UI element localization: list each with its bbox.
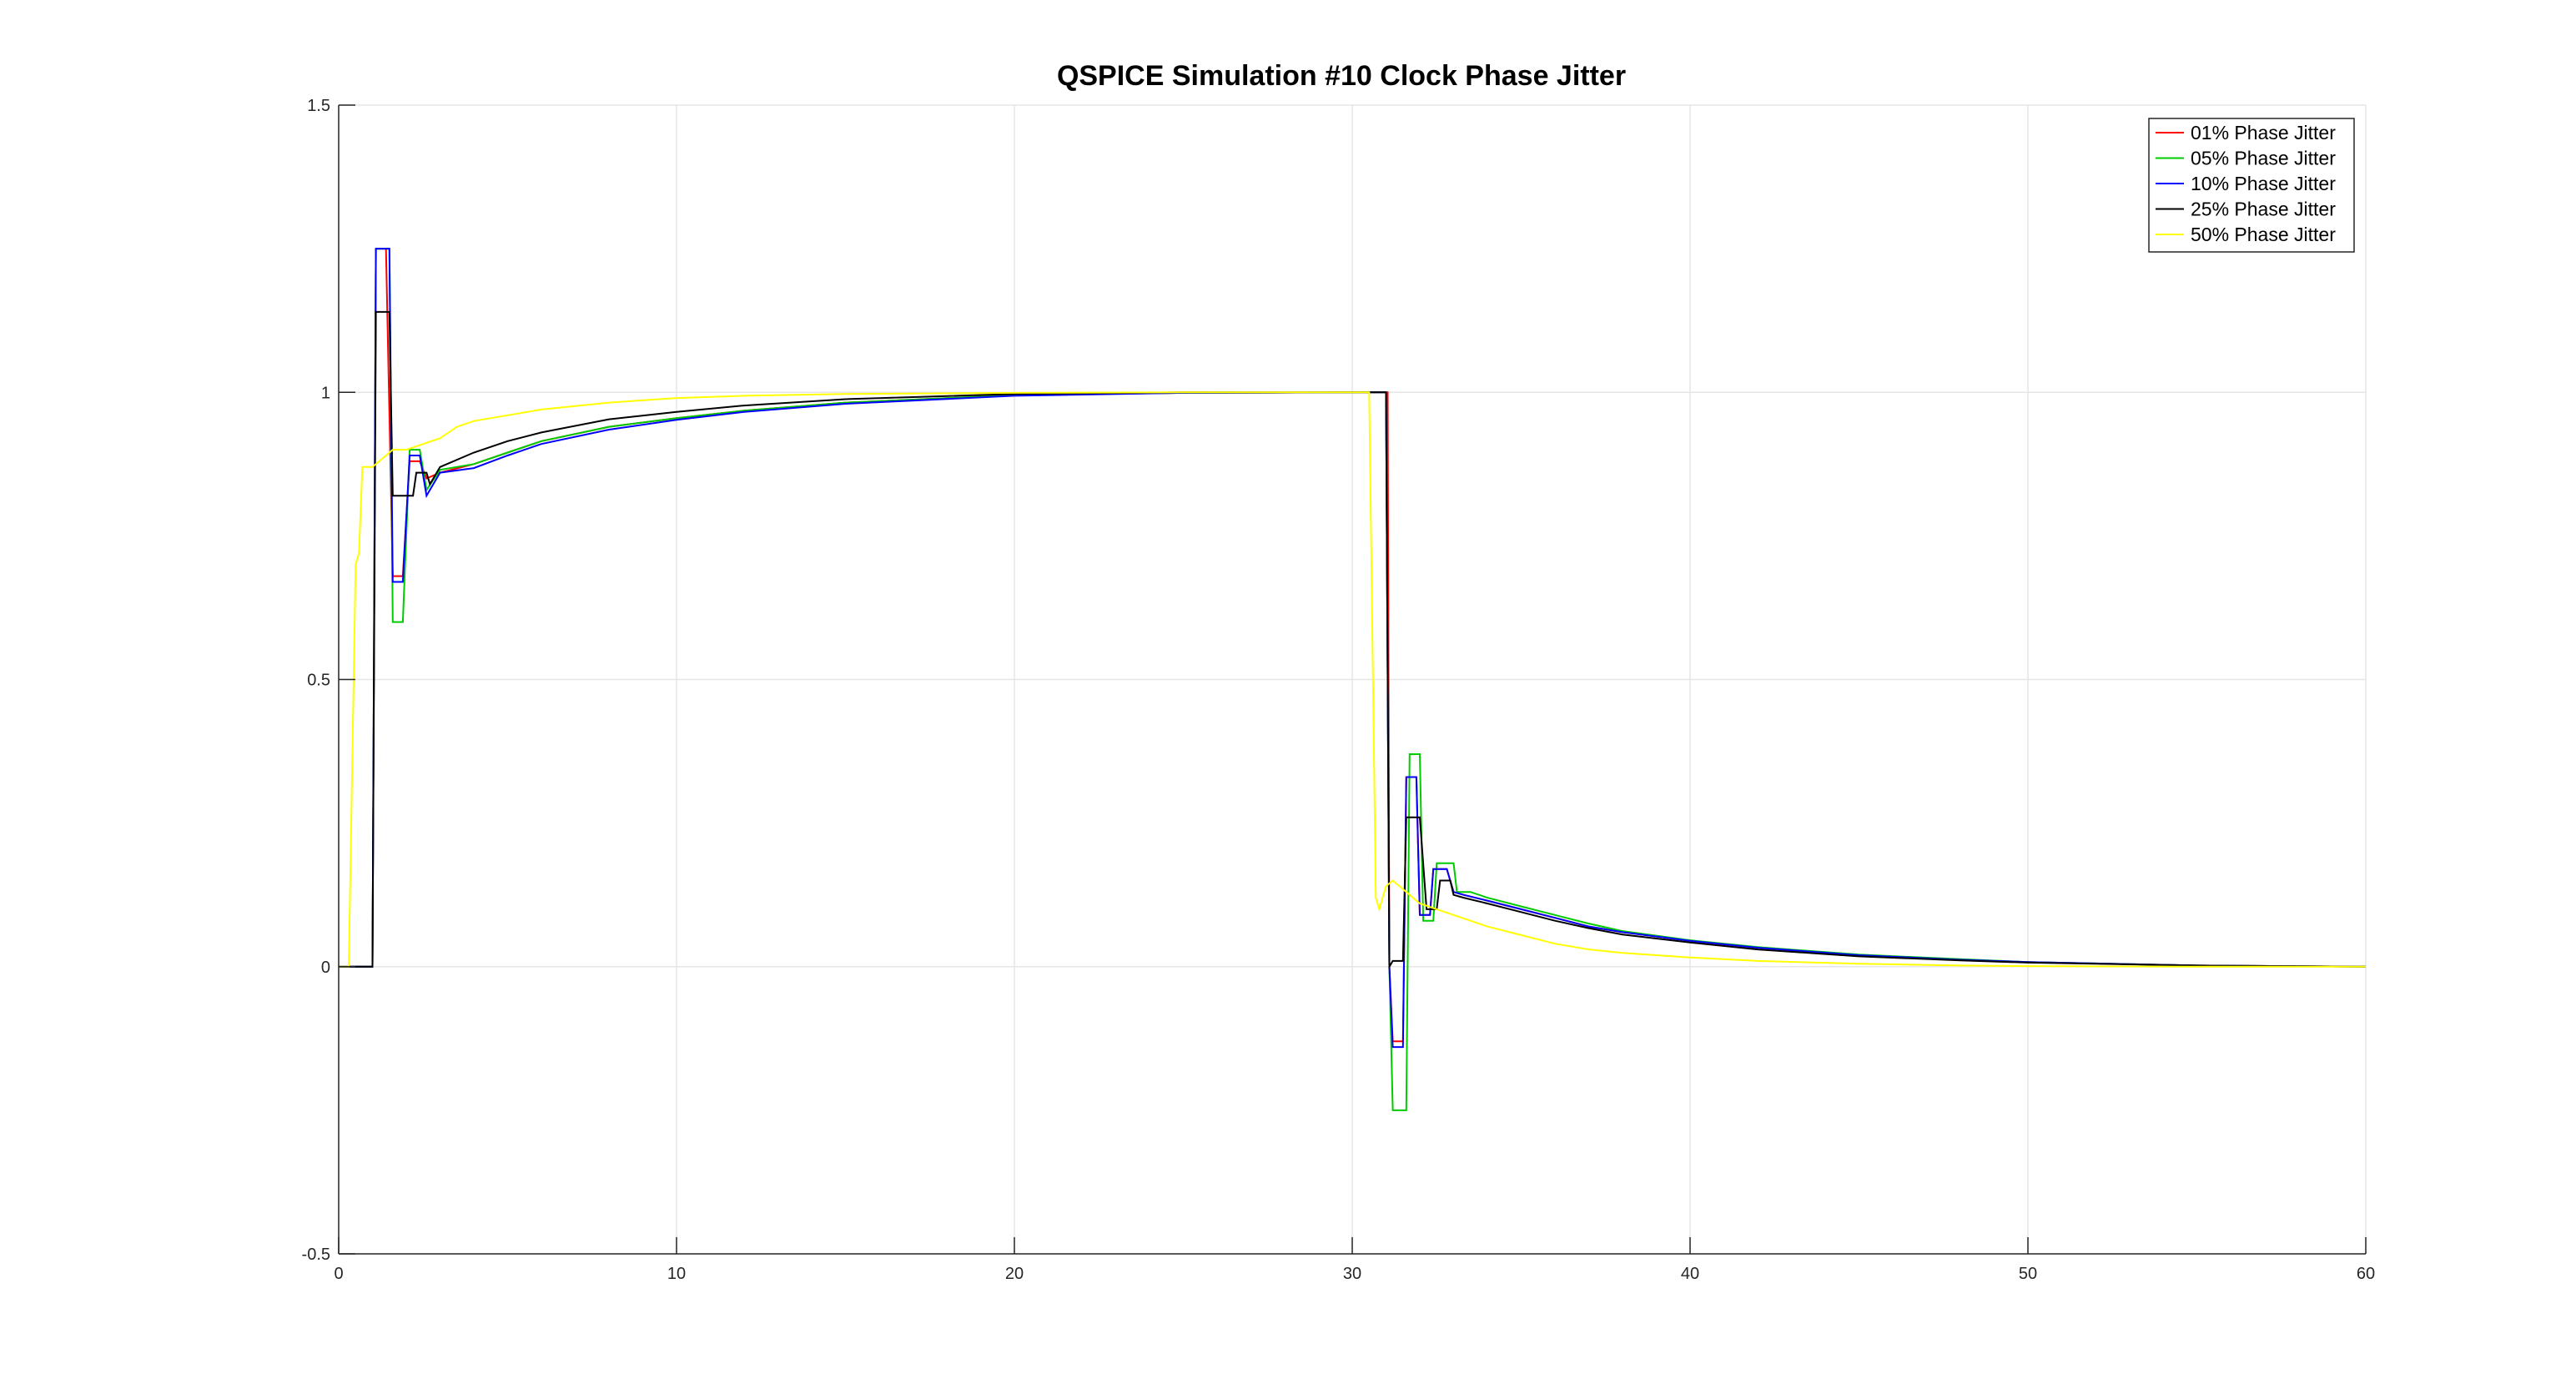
legend-box bbox=[2148, 118, 2355, 253]
x-tick-label: 0 bbox=[334, 1265, 343, 1283]
series-line-5 bbox=[339, 391, 2366, 968]
x-tick-label: 60 bbox=[2357, 1265, 2375, 1283]
x-tick-label: 10 bbox=[667, 1265, 686, 1283]
x-tick-label: 40 bbox=[1681, 1265, 1699, 1283]
y-tick-label: 1.5 bbox=[307, 97, 330, 115]
legend-label: 25% Phase Jitter bbox=[2191, 199, 2336, 220]
series-lines bbox=[339, 248, 2367, 1111]
legend-label: 50% Phase Jitter bbox=[2191, 224, 2336, 245]
axes: 0 10 20 30 40 50 60-0.500.511.5 bbox=[302, 97, 2376, 1283]
x-tick-label: 30 bbox=[1343, 1265, 1361, 1283]
series-line-4 bbox=[339, 310, 2367, 970]
legend: 01% Phase Jitter 05% Phase Jitter 10% Phas… bbox=[2148, 118, 2355, 253]
x-tick-label: 50 bbox=[2019, 1265, 2037, 1283]
legend-label: 05% Phase Jitter bbox=[2191, 148, 2336, 169]
legend-label: 10% Phase Jitter bbox=[2191, 173, 2336, 194]
y-tick-label: 0 bbox=[321, 959, 330, 977]
x-tick-label: 20 bbox=[1005, 1265, 1024, 1283]
chart-title: QSPICE Simulation #10 Clock Phase Jitter bbox=[1057, 60, 1626, 92]
y-tick-label: 1 bbox=[321, 384, 330, 402]
y-tick-label: 0.5 bbox=[307, 672, 330, 690]
y-tick-label: -0.5 bbox=[302, 1246, 330, 1264]
legend-label: 01% Phase Jitter bbox=[2191, 122, 2336, 143]
